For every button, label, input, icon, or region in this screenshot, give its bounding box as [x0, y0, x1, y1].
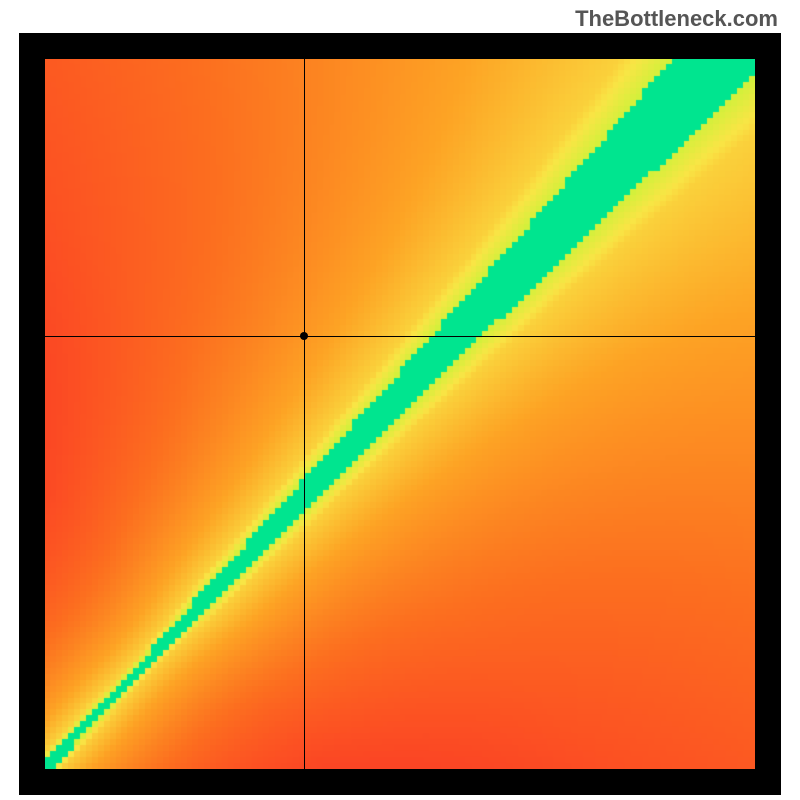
chart-outer-frame [19, 33, 781, 795]
crosshair-vertical [304, 59, 305, 769]
root-container: TheBottleneck.com [0, 0, 800, 800]
heatmap-canvas [45, 59, 755, 769]
marker-dot [300, 332, 308, 340]
watermark-text: TheBottleneck.com [575, 6, 778, 32]
heatmap-plot [45, 59, 755, 769]
crosshair-horizontal [45, 336, 755, 337]
